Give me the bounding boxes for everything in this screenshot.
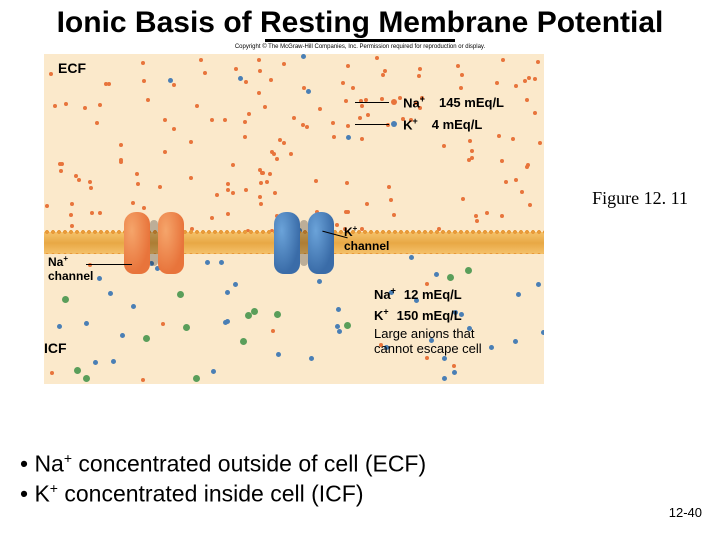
bullet-list: • Na+ concentrated outside of cell (ECF)… (20, 450, 426, 509)
title-underline (265, 39, 455, 42)
icf-label: ICF (44, 340, 67, 356)
ecf-region (44, 54, 544, 232)
page-title: Ionic Basis of Resting Membrane Potentia… (0, 0, 720, 39)
k-channel-label: K+channel (344, 224, 389, 253)
slide-number: 12-40 (669, 505, 702, 520)
sodium-channel-icon (124, 212, 184, 274)
na-channel-label: Na+channel (48, 254, 93, 283)
ecf-label: ECF (58, 60, 86, 76)
potassium-channel-icon (274, 212, 334, 274)
icf-legend: Na+12 mEq/LK+150 mEq/LLarge anions that … (374, 286, 514, 361)
copyright-text: Copyright © The McGraw-Hill Companies, I… (0, 44, 720, 50)
ecf-legend: Na+145 mEq/LK+4 mEq/L (355, 94, 504, 139)
membrane-diagram: ECF ICF Na+channel K+channel Na+145 mEq/… (44, 54, 544, 384)
figure-caption: Figure 12. 11 (592, 188, 688, 209)
